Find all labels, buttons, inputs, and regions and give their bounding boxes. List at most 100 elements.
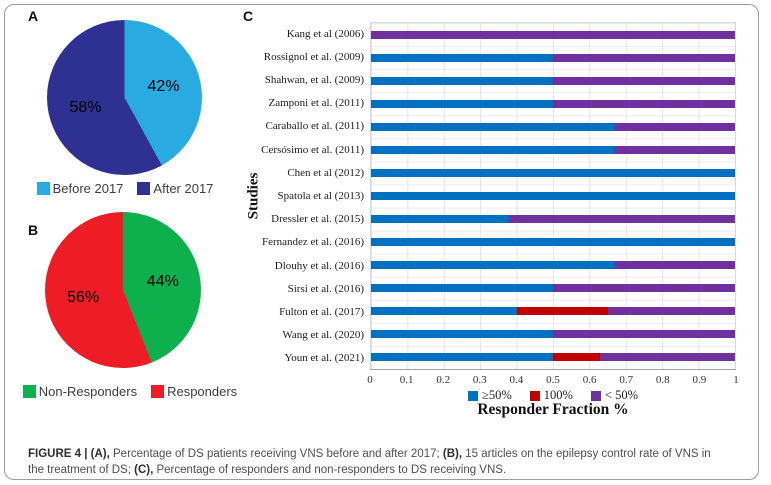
study-label: Zamponi et al. (2011)	[268, 97, 364, 110]
study-label: Youn et al. (2021)	[284, 352, 364, 365]
pie-legend-responders: Non-Responders Responders	[8, 384, 252, 399]
legend-label: Responders	[167, 384, 238, 399]
bar-track	[371, 261, 735, 270]
panel-letter-b: B	[28, 222, 39, 238]
study-label: Spatola et al (2013)	[277, 190, 364, 203]
bar-track	[371, 122, 735, 131]
bar-row	[371, 69, 735, 92]
responder-fraction-axis-title: Responder Fraction %	[477, 401, 629, 418]
x-axis-ticks: 0 0.1 0.2 0.3 0.4 0.5 0.6 0.7 0.8 0.9 1	[367, 374, 739, 386]
bar-row	[371, 300, 735, 323]
bar-track	[371, 76, 735, 85]
bar-row	[371, 323, 735, 346]
x-tick-label: 0.1	[399, 374, 414, 386]
bar-legend-label: < 50%	[604, 388, 639, 402]
figure-caption: FIGURE 4 | (A), Percentage of DS patient…	[28, 446, 728, 478]
legend-swatch	[36, 182, 50, 195]
x-tick-label: 0.6	[582, 374, 597, 386]
bar-segment	[371, 215, 510, 224]
bar-segment	[371, 99, 553, 108]
bar-segment	[371, 145, 615, 154]
study-labels-column: Kang et al (2006) Rossignol et al. (2009)…	[236, 22, 364, 370]
bar-segment	[614, 145, 735, 154]
legend-swatch	[151, 385, 165, 398]
bar-segment	[371, 307, 517, 316]
caption-text-b: 15 articles on the epilepsy control rate…	[28, 448, 711, 477]
bar-track	[371, 330, 735, 339]
bar-segment	[553, 284, 735, 293]
bar-segment	[371, 330, 553, 339]
bar-track	[371, 53, 735, 62]
x-tick-label: 0.2	[436, 374, 451, 386]
caption-text-c: Percentage of responders and non-respond…	[153, 464, 507, 477]
bar-segment	[371, 261, 615, 270]
legend-label: After 2017	[153, 181, 214, 196]
bar-row	[371, 346, 735, 369]
caption-b-label: (B),	[442, 448, 463, 460]
bar-row	[371, 23, 735, 46]
bar-row	[371, 184, 735, 207]
x-tick-label: 0.5	[546, 374, 560, 386]
pie-chart-responders: 44% 56%	[45, 212, 201, 368]
bar-track	[371, 284, 735, 293]
pie-slice-label: 56%	[67, 288, 100, 306]
bar-row	[371, 115, 735, 138]
x-tick-label: 0.8	[655, 374, 670, 386]
bar-legend-label: ≥50%	[481, 388, 512, 402]
bar-segment	[614, 261, 735, 270]
study-label: Fulton et al. (2017)	[279, 306, 364, 319]
pie-chart-vns-before-after-2017: 42% 58%	[47, 20, 202, 175]
study-label: Chen et al (2012)	[287, 166, 364, 179]
bar-track	[371, 168, 735, 177]
pie-legend-before-after: Before 2017 After 2017	[8, 181, 242, 196]
bar-segment	[371, 238, 735, 247]
x-tick-label: 1	[733, 374, 739, 386]
x-tick-label: 0	[367, 374, 373, 386]
caption-text-a: Percentage of DS patients receiving VNS …	[109, 448, 443, 460]
x-tick-label: 0.7	[619, 374, 634, 386]
bar-legend-label: 100%	[543, 388, 573, 402]
study-label: Shahwan, et al. (2009)	[264, 74, 364, 86]
bar-segment	[614, 122, 735, 131]
pie-slice-label: 44%	[146, 273, 179, 291]
bar-row	[371, 138, 735, 161]
bar-row	[371, 208, 735, 231]
bar-track	[371, 215, 735, 224]
bar-track	[371, 191, 735, 200]
study-label: Fernandez et al. (2016)	[261, 236, 364, 249]
panel-letter-c: C	[243, 8, 254, 24]
legend-swatch	[137, 182, 151, 195]
bar-row	[371, 277, 735, 300]
pie-slice-label: 58%	[69, 98, 102, 116]
study-label: Cersósimo et al. (2011)	[261, 143, 364, 156]
bar-legend-item: 100%	[529, 388, 573, 403]
study-label: Dlouhy et al. (2016)	[274, 259, 364, 272]
bar-segment	[371, 191, 735, 200]
bar-segment	[607, 307, 735, 316]
legend-swatch	[22, 385, 36, 398]
bar-segment	[600, 353, 735, 362]
study-label: Sirsi et al. (2016)	[287, 282, 364, 295]
bar-row	[371, 46, 735, 69]
legend-label: Non-Responders	[38, 384, 138, 399]
x-tick-label: 0.3	[472, 374, 487, 386]
bar-segment	[371, 53, 553, 62]
bar-track	[371, 353, 735, 362]
bar-segment	[553, 53, 735, 62]
study-label: Kang et al (2006)	[286, 27, 364, 40]
x-tick-label: 0.9	[692, 374, 707, 386]
bar-row	[371, 254, 735, 277]
caption-figure-label: FIGURE 4 | (A),	[28, 448, 110, 460]
legend-label: Before 2017	[52, 181, 124, 196]
bar-segment	[509, 215, 735, 224]
bar-legend-item: < 50%	[590, 388, 639, 403]
bar-segment	[516, 307, 608, 316]
bar-track	[371, 30, 735, 39]
bar-segment	[371, 284, 553, 293]
x-tick-label: 0.4	[509, 374, 524, 386]
caption-c-label: (C),	[134, 464, 154, 477]
bar-track	[371, 145, 735, 154]
study-label: Caraballo et al. (2011)	[265, 120, 364, 133]
bar-track	[371, 238, 735, 247]
